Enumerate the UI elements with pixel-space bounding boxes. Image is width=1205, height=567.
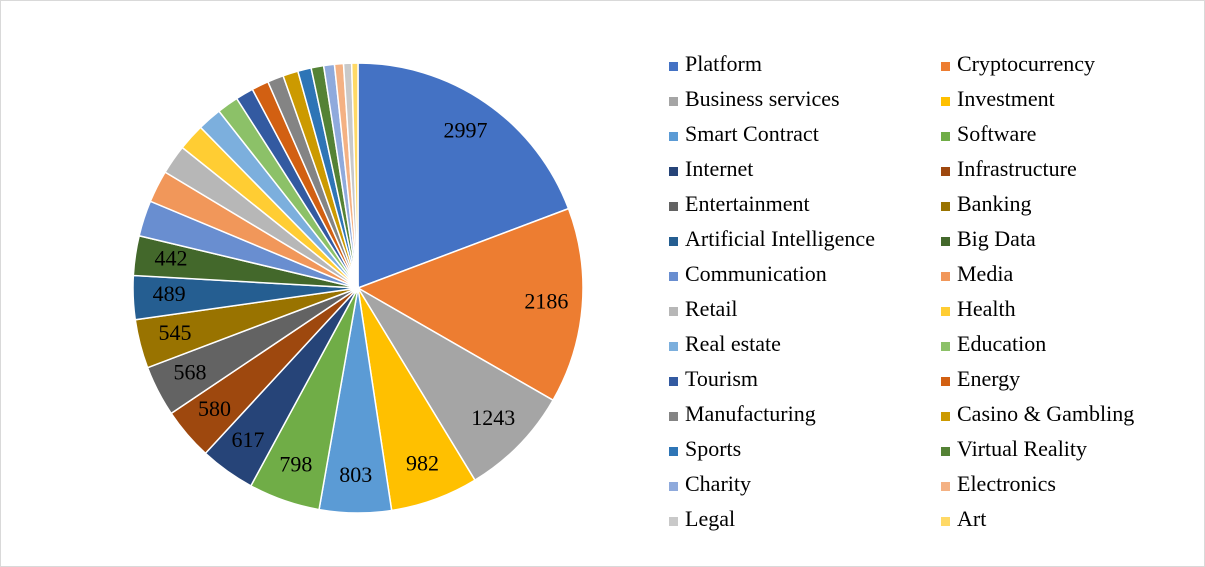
- legend-swatch: [941, 447, 950, 456]
- legend-label: Education: [957, 331, 1046, 356]
- pie-slice: [357, 287, 555, 482]
- legend-label: Sports: [685, 436, 741, 461]
- legend-label: Tourism: [685, 366, 758, 391]
- pie-slice: [356, 207, 584, 402]
- legend-swatch: [669, 132, 678, 141]
- legend-swatch: [941, 97, 950, 106]
- data-label: 982: [406, 451, 439, 476]
- legend-label: Legal: [685, 506, 735, 531]
- data-label: 489: [153, 281, 186, 306]
- legend-label: Smart Contract: [685, 121, 819, 146]
- data-label: 442: [154, 246, 187, 271]
- legend-label: Banking: [957, 191, 1032, 216]
- legend-label: Casino & Gambling: [957, 401, 1134, 426]
- pie-slice: [357, 62, 570, 290]
- legend-swatch: [669, 482, 678, 491]
- legend-swatch: [669, 97, 678, 106]
- legend-label: Electronics: [957, 471, 1056, 496]
- legend-swatch: [941, 482, 950, 491]
- legend-swatch: [941, 132, 950, 141]
- legend-label: Manufacturing: [685, 401, 816, 426]
- legend-swatch: [669, 202, 678, 211]
- legend-swatch: [669, 447, 678, 456]
- data-label: 798: [279, 452, 312, 477]
- legend-label: Software: [957, 121, 1036, 146]
- legend-swatch: [669, 517, 678, 526]
- legend-swatch: [941, 272, 950, 281]
- legend-swatch: [669, 167, 678, 176]
- legend-label: Cryptocurrency: [957, 51, 1095, 76]
- data-label: 2997: [444, 118, 488, 143]
- legend-swatch: [941, 412, 950, 421]
- data-label: 1243: [471, 405, 515, 430]
- data-label: 568: [174, 360, 207, 385]
- legend-label: Artificial Intelligence: [685, 226, 875, 251]
- data-label: 803: [339, 462, 372, 487]
- data-label: 580: [198, 396, 231, 421]
- legend-swatch: [669, 412, 678, 421]
- legend-swatch: [941, 517, 950, 526]
- legend-label: Platform: [685, 51, 762, 76]
- legend-swatch: [669, 377, 678, 386]
- legend-swatch: [669, 62, 678, 71]
- legend-label: Virtual Reality: [957, 436, 1087, 461]
- legend-label: Entertainment: [685, 191, 810, 216]
- legend-swatch: [941, 202, 950, 211]
- legend-label: Infrastructure: [957, 156, 1077, 181]
- legend-swatch: [941, 167, 950, 176]
- legend-label: Big Data: [957, 226, 1036, 251]
- data-label: 2186: [524, 288, 568, 313]
- legend-swatch: [941, 342, 950, 351]
- legend-label: Art: [957, 506, 986, 531]
- legend-label: Business services: [685, 86, 840, 111]
- legend-swatch: [669, 307, 678, 316]
- legend-label: Health: [957, 296, 1016, 321]
- data-label: 617: [232, 427, 265, 452]
- legend-label: Charity: [685, 471, 751, 496]
- legend-label: Communication: [685, 261, 827, 286]
- legend-swatch: [941, 237, 950, 246]
- legend-swatch: [941, 62, 950, 71]
- legend-label: Real estate: [685, 331, 781, 356]
- legend-swatch: [669, 272, 678, 281]
- data-label: 545: [158, 320, 191, 345]
- legend-label: Internet: [685, 156, 753, 181]
- legend-swatch: [941, 307, 950, 316]
- legend-label: Energy: [957, 366, 1020, 391]
- legend-swatch: [941, 377, 950, 386]
- legend-swatch: [669, 342, 678, 351]
- legend-label: Investment: [957, 86, 1055, 111]
- legend-swatch: [669, 237, 678, 246]
- legend-label: Retail: [685, 296, 738, 321]
- legend-label: Media: [957, 261, 1013, 286]
- pie-slice: [350, 62, 359, 289]
